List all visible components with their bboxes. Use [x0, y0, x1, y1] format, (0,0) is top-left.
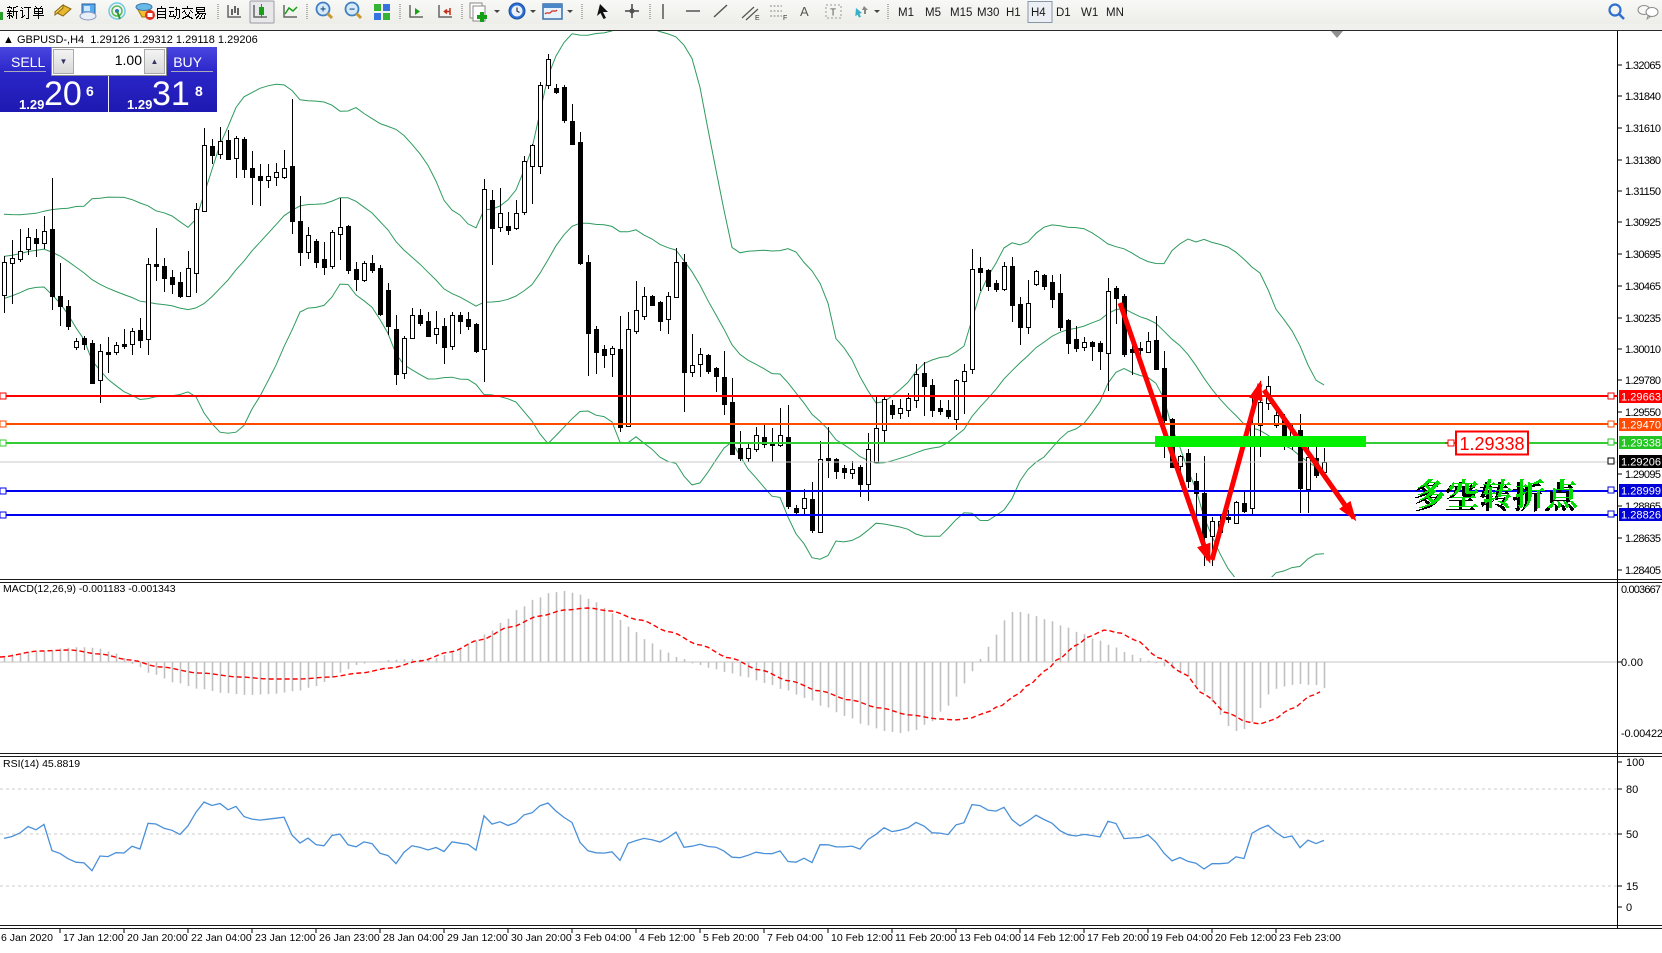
svg-text:1.29470: 1.29470	[1621, 420, 1661, 432]
svg-text:E: E	[755, 15, 760, 22]
svg-text:1.28826: 1.28826	[1621, 510, 1661, 522]
svg-text:29 Jan 12:00: 29 Jan 12:00	[447, 932, 508, 944]
svg-text:1.28405: 1.28405	[1625, 565, 1661, 577]
svg-text:F: F	[783, 15, 787, 22]
svg-text:23 Jan 12:00: 23 Jan 12:00	[255, 932, 316, 944]
svg-text:1.29663: 1.29663	[1621, 392, 1661, 404]
svg-text:1.30010: 1.30010	[1625, 344, 1661, 356]
svg-text:MACD(12,26,9) -0.001183 -0.001: MACD(12,26,9) -0.001183 -0.001343	[3, 583, 176, 595]
svg-text:1.29780: 1.29780	[1625, 375, 1661, 387]
svg-text:3 Feb 04:00: 3 Feb 04:00	[575, 932, 631, 944]
svg-text:17 Jan 12:00: 17 Jan 12:00	[63, 932, 124, 944]
svg-text:D1: D1	[1056, 7, 1071, 19]
svg-text:M15: M15	[950, 7, 972, 19]
svg-text:M5: M5	[925, 7, 941, 19]
svg-text:28 Jan 04:00: 28 Jan 04:00	[383, 932, 444, 944]
svg-text:1.30235: 1.30235	[1625, 313, 1661, 325]
svg-text:1.29550: 1.29550	[1625, 407, 1661, 419]
svg-text:22 Jan 04:00: 22 Jan 04:00	[191, 932, 252, 944]
svg-text:1.31380: 1.31380	[1625, 155, 1661, 167]
svg-text:1.31840: 1.31840	[1625, 91, 1661, 103]
svg-text:1.30695: 1.30695	[1625, 249, 1661, 261]
svg-text:14 Feb 12:00: 14 Feb 12:00	[1023, 932, 1085, 944]
svg-text:A: A	[800, 4, 809, 19]
svg-text:5 Feb 20:00: 5 Feb 20:00	[703, 932, 759, 944]
svg-text:T: T	[830, 8, 836, 19]
svg-text:M1: M1	[898, 7, 914, 19]
svg-text:1.29206: 1.29206	[1621, 457, 1661, 469]
svg-text:1.31150: 1.31150	[1625, 186, 1661, 198]
svg-text:15: 15	[1626, 881, 1638, 893]
svg-text:W1: W1	[1081, 7, 1098, 19]
svg-text:30 Jan 20:00: 30 Jan 20:00	[511, 932, 572, 944]
svg-text:1.30925: 1.30925	[1625, 217, 1661, 229]
svg-text:20 Jan 20:00: 20 Jan 20:00	[127, 932, 188, 944]
svg-text:H1: H1	[1006, 7, 1021, 19]
svg-text:6 Jan 2020: 6 Jan 2020	[1, 932, 53, 944]
svg-text:80: 80	[1626, 784, 1638, 796]
svg-text:10 Feb 12:00: 10 Feb 12:00	[831, 932, 893, 944]
svg-text:MN: MN	[1106, 7, 1124, 19]
svg-text:+: +	[320, 5, 326, 16]
svg-text:H4: H4	[1031, 7, 1046, 19]
svg-text:17 Feb 20:00: 17 Feb 20:00	[1087, 932, 1149, 944]
svg-text:0: 0	[1626, 902, 1632, 914]
svg-text:1.29338: 1.29338	[1459, 434, 1524, 454]
svg-text:0.003667: 0.003667	[1621, 584, 1661, 596]
svg-text:−: −	[349, 5, 355, 16]
svg-text:1.28999: 1.28999	[1621, 486, 1661, 498]
svg-text:4 Feb 12:00: 4 Feb 12:00	[639, 932, 695, 944]
svg-text:1.29338: 1.29338	[1621, 438, 1661, 450]
svg-text:20 Feb 12:00: 20 Feb 12:00	[1215, 932, 1277, 944]
svg-text:1.31610: 1.31610	[1625, 123, 1661, 135]
svg-text:1.28635: 1.28635	[1625, 533, 1661, 545]
svg-text:0.00: 0.00	[1621, 657, 1643, 669]
svg-text:-0.00422: -0.00422	[1621, 728, 1662, 740]
svg-text:1.29095: 1.29095	[1625, 469, 1661, 481]
svg-text:13 Feb 04:00: 13 Feb 04:00	[959, 932, 1021, 944]
svg-text:7 Feb 04:00: 7 Feb 04:00	[767, 932, 823, 944]
svg-text:11 Feb 20:00: 11 Feb 20:00	[895, 932, 956, 944]
svg-text:1.30465: 1.30465	[1625, 281, 1661, 293]
svg-text:100: 100	[1626, 757, 1644, 769]
svg-text:23 Feb 23:00: 23 Feb 23:00	[1279, 932, 1341, 944]
svg-text:50: 50	[1626, 829, 1638, 841]
svg-text:RSI(14) 45.8819: RSI(14) 45.8819	[3, 758, 80, 770]
svg-text:26 Jan 23:00: 26 Jan 23:00	[319, 932, 380, 944]
svg-text:M30: M30	[977, 7, 999, 19]
svg-text:1.32065: 1.32065	[1625, 60, 1661, 72]
svg-text:19 Feb 04:00: 19 Feb 04:00	[1151, 932, 1213, 944]
